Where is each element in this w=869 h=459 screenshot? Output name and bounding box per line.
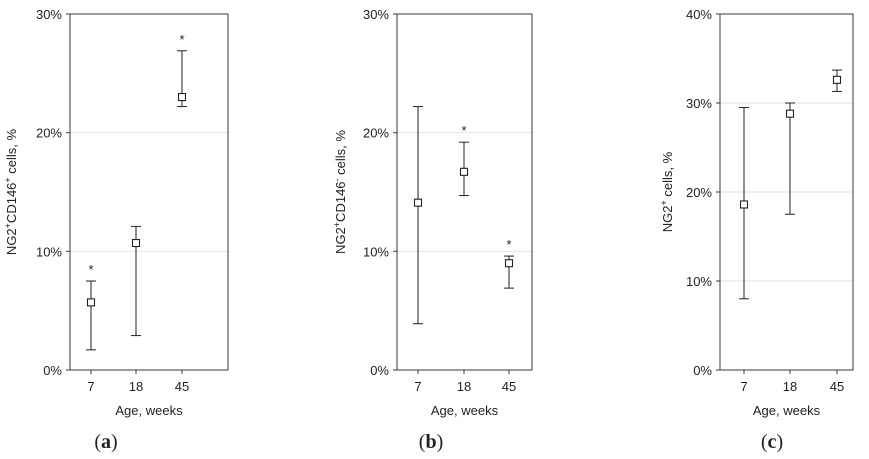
x-axis-title: Age, weeks — [753, 403, 821, 418]
panel-label: (b) — [419, 431, 443, 453]
data-point — [131, 238, 141, 248]
y-axis-title-part: NG2 — [660, 205, 675, 232]
x-tick-label: 45 — [502, 379, 516, 394]
y-tick-label: 40% — [686, 7, 712, 22]
data-point — [86, 298, 96, 307]
panel-letter: b — [425, 431, 436, 453]
panel-letter: c — [768, 431, 777, 453]
y-axis-title: NG2+CD146- cells, % — [332, 130, 348, 254]
y-tick-label: 0% — [693, 363, 712, 378]
y-tick-label: 0% — [43, 363, 62, 378]
y-tick-label: 0% — [370, 363, 389, 378]
x-axis-title: Age, weeks — [431, 403, 499, 418]
data-point — [177, 93, 187, 102]
y-axis-title-part: + — [332, 222, 342, 227]
panel-label: (a) — [94, 431, 117, 453]
y-tick-label: 20% — [686, 185, 712, 200]
significance-marker: * — [506, 237, 511, 252]
data-point — [832, 75, 842, 84]
y-axis-title-part: + — [659, 200, 669, 205]
y-tick-label: 10% — [36, 244, 62, 259]
data-point — [459, 167, 469, 176]
y-tick-label: 10% — [363, 244, 389, 259]
y-axis-title-part: - — [332, 178, 342, 181]
significance-marker: * — [461, 123, 466, 138]
y-axis-title-part: CD146 — [333, 181, 348, 221]
y-axis-title-part: cells, % — [333, 130, 348, 179]
panel-c: 0% 10% 20% 30% 40% 7 18 45 Age, weeks NG2+ cells,… — [659, 7, 854, 453]
y-axis-title-part: NG2 — [4, 228, 19, 255]
y-tick-label: 10% — [686, 274, 712, 289]
y-axis-title-part: CD146 — [4, 183, 19, 223]
x-tick-label: 18 — [457, 379, 471, 394]
data-point — [413, 198, 423, 207]
significance-marker: * — [88, 262, 93, 277]
y-axis-title-part: cells, % — [660, 151, 675, 200]
x-tick-label: 18 — [783, 379, 797, 394]
y-tick-label: 30% — [363, 7, 389, 22]
y-axis-title-part: NG2 — [333, 227, 348, 254]
x-axis-title: Age, weeks — [115, 403, 183, 418]
data-point — [504, 259, 514, 268]
y-axis-title-part: + — [3, 223, 13, 228]
x-tick-label: 18 — [129, 379, 143, 394]
x-tick-label: 45 — [175, 379, 189, 394]
y-axis-title: NG2+ cells, % — [659, 151, 675, 232]
data-point — [739, 200, 749, 209]
y-axis-title: NG2+CD146+ cells, % — [3, 128, 19, 255]
plot-frame — [69, 13, 229, 371]
x-tick-label: 7 — [414, 379, 421, 394]
y-tick-label: 20% — [36, 126, 62, 141]
y-tick-label: 20% — [363, 126, 389, 141]
y-tick-label: 30% — [686, 96, 712, 111]
x-tick-label: 7 — [740, 379, 747, 394]
y-tick-label: 30% — [36, 7, 62, 22]
y-axis-title-part: + — [3, 177, 13, 182]
data-point — [785, 109, 795, 118]
significance-marker: * — [179, 32, 184, 47]
panel-letter: a — [101, 431, 111, 453]
x-tick-label: 45 — [830, 379, 844, 394]
panel-label: (c) — [761, 431, 783, 453]
x-tick-label: 7 — [87, 379, 94, 394]
y-axis-title-part: cells, % — [4, 128, 19, 177]
